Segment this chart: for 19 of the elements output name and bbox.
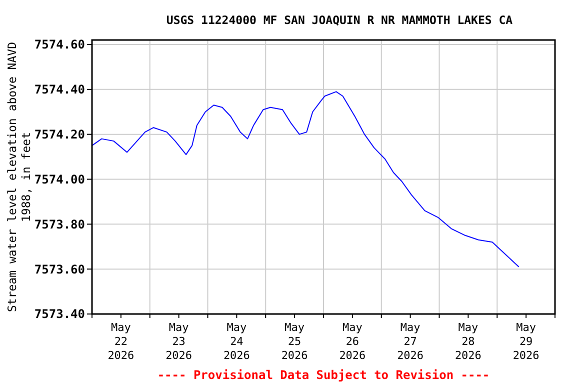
x-tick-label: May 23 2026: [166, 321, 192, 362]
y-tick-label: 7574.60: [34, 38, 85, 52]
x-tick-label: May 29 2026: [512, 321, 540, 362]
y-tick-label: 7574.20: [34, 128, 85, 142]
y-tick-label: 7573.40: [34, 307, 85, 322]
y-tick-label: 7573.60: [34, 262, 85, 276]
chart-title: USGS 11224000 MF SAN JOAQUIN R NR MAMMOTH LAKES CA: [166, 13, 513, 27]
x-tick-label: May 27 2026: [397, 321, 424, 362]
y-axis-title: Stream water level elevation above NAVD 1988, in feet: [5, 42, 33, 312]
y-tick-label: 7574.00: [34, 172, 85, 186]
y-tick-label: 7574.40: [34, 82, 85, 97]
text: ---- Provisional Data Subject to Revision ----: [157, 368, 490, 382]
x-tick-label: May 22 2026: [108, 321, 134, 362]
x-tick-label: May 28 2026: [454, 321, 482, 362]
x-tick-label: May 25 2026: [281, 321, 308, 362]
y-tick-label: 7573.80: [34, 217, 85, 232]
line-series: [92, 91, 520, 268]
x-tick-label: May 26 2026: [339, 321, 366, 362]
x-tick-label: May 24 2026: [223, 321, 250, 362]
